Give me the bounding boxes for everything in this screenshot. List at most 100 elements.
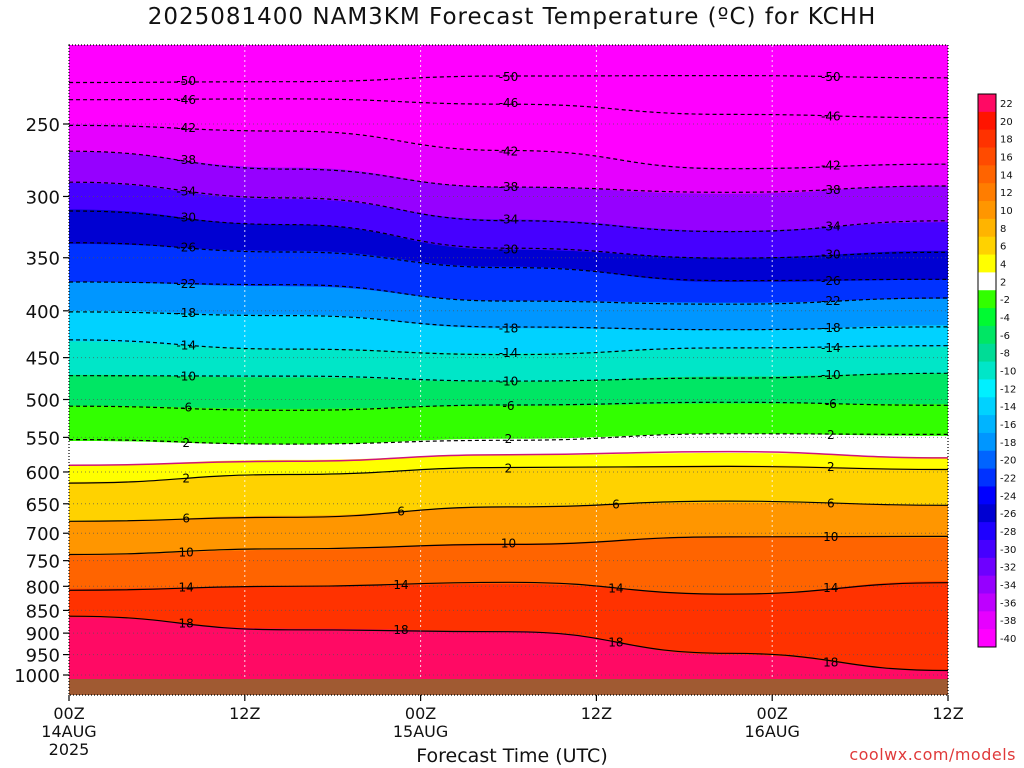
colorbar-swatch [978, 129, 996, 149]
contour-6 [69, 500, 948, 522]
colorbar-swatch [978, 325, 996, 345]
contour-label: -26 [176, 241, 196, 255]
y-tick-label: 1000 [14, 666, 60, 687]
contour-label: 18 [823, 655, 838, 669]
contour-label: 2 [827, 428, 835, 442]
contour-label: 6 [182, 512, 190, 526]
colorbar-swatch [978, 522, 996, 541]
colorbar-swatch [978, 575, 996, 594]
grid [69, 45, 948, 679]
x-tick-label: 12Z [932, 704, 963, 723]
contour--34 [69, 181, 948, 233]
contour-10 [69, 535, 948, 556]
y-tick-label: 800 [26, 577, 60, 598]
colorbar-label: -30 [1000, 545, 1016, 556]
contour--22 [69, 281, 948, 305]
colorbar-label: -14 [1000, 402, 1016, 413]
colorbar-label: -20 [1000, 456, 1016, 467]
colorbar-label: -18 [1000, 438, 1016, 449]
x-tick-label: 12Z [581, 704, 612, 723]
y-tick-label: 700 [26, 524, 60, 545]
contour-label: 14 [608, 582, 623, 596]
contour-label: 14 [823, 581, 838, 595]
contour--30 [69, 210, 948, 259]
y-tick-label: 600 [26, 463, 60, 484]
colorbar-label: -2 [1000, 295, 1010, 306]
colorbar-label: 22 [1000, 99, 1013, 110]
colorbar-label: -16 [1000, 420, 1016, 431]
contour-label: 14 [393, 578, 408, 592]
colorbar-label: -28 [1000, 527, 1016, 538]
x-tick-label: 00Z [757, 704, 788, 723]
colorbar-swatch [978, 593, 996, 612]
contour-label: -14 [821, 341, 841, 355]
contour-label: -22 [176, 277, 196, 291]
colorbar-swatch [978, 468, 996, 487]
contour-label: -18 [176, 306, 196, 320]
contour-label: -38 [499, 180, 519, 194]
y-tick-label: 450 [26, 349, 60, 370]
contour-label: 10 [501, 536, 516, 550]
x-tick-label: 16AUG [744, 722, 799, 741]
colorbar-label: -24 [1000, 491, 1016, 502]
contour-label: -34 [176, 185, 196, 199]
colorbar-label: -8 [1000, 349, 1010, 360]
plot-frame [68, 44, 949, 696]
colorbar-swatch [978, 397, 996, 416]
contour-label: 2 [505, 432, 513, 446]
colorbar-swatch [978, 254, 996, 273]
contour-label: 18 [608, 636, 623, 650]
colorbar-swatch [978, 111, 996, 131]
contour-label: -30 [176, 211, 196, 225]
colorbar-label: 10 [1000, 206, 1013, 217]
contour--14 [69, 339, 948, 356]
x-tick-label: 14AUG [41, 722, 96, 741]
x-tick-label: 00Z [53, 704, 84, 723]
contour-label: 10 [179, 545, 194, 559]
colorbar-swatch [978, 450, 996, 470]
contour-label: -14 [176, 338, 196, 352]
colorbar-label: -40 [1000, 634, 1016, 645]
colorbar-label: -10 [1000, 367, 1016, 378]
y-axis: 2503003504004505005506006507007508008509… [14, 115, 69, 687]
colorbar-swatch [978, 290, 996, 309]
contour-lines [69, 74, 948, 672]
y-tick-label: 500 [26, 391, 60, 412]
credit-link[interactable]: coolwx.com/models [849, 745, 1016, 764]
x-tick-label: 2025 [49, 740, 90, 759]
contour-2 [69, 465, 948, 484]
x-tick-label: 15AUG [393, 722, 448, 741]
colorbar-label: -12 [1000, 384, 1016, 395]
contour-label: -50 [176, 74, 196, 88]
colorbar-swatch [978, 504, 996, 523]
colorbar-label: 4 [1000, 259, 1006, 270]
contour-labels: -50 -50 -50 -46 -46 -46 -42 -42 -42 -38 -38 -38 -34 -… [176, 70, 841, 670]
contour-label: -42 [176, 121, 196, 135]
contour-label: -22 [821, 294, 841, 308]
contour-18 [69, 615, 948, 672]
contour--38 [69, 150, 948, 193]
colorbar-swatch [978, 557, 996, 577]
contour-label: -10 [499, 375, 519, 389]
contour-label: -50 [499, 70, 519, 84]
contour-label: -42 [499, 145, 519, 159]
colorbar-swatch [978, 343, 996, 363]
colorbar-label: -22 [1000, 474, 1016, 485]
contour-label: -34 [499, 213, 519, 227]
contour-label: 2 [827, 460, 835, 474]
colorbar-swatch [978, 165, 996, 184]
y-tick-label: 300 [26, 187, 60, 208]
contour-label: -46 [499, 96, 519, 110]
colorbar-swatch [978, 272, 996, 291]
fill-band-above--50 [69, 45, 948, 83]
colorbar-swatch [978, 539, 996, 559]
contour--26 [69, 242, 948, 282]
contour-label: -38 [821, 183, 841, 197]
contour-label: -50 [821, 70, 841, 84]
colorbar-label: 16 [1000, 152, 1013, 163]
colorbar-label: -32 [1000, 563, 1016, 574]
contour-label: -34 [821, 220, 841, 234]
y-tick-label: 950 [26, 646, 60, 667]
contour-label: -18 [499, 321, 519, 335]
